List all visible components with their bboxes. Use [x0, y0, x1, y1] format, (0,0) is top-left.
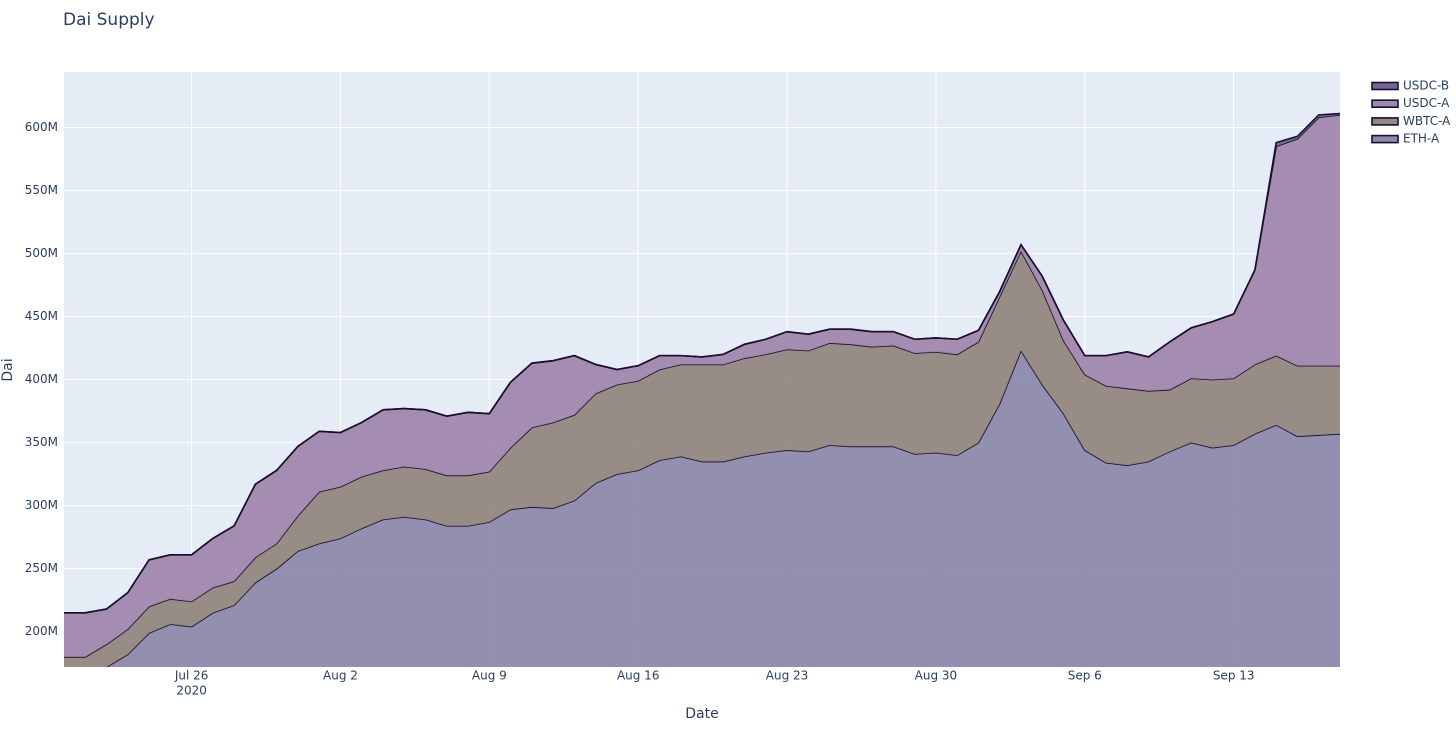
area-fill — [64, 251, 1340, 667]
y-tick-label: 250M — [25, 561, 58, 575]
x-tick-label: Sep 13 — [1213, 669, 1255, 683]
y-tick-label: 350M — [25, 435, 58, 449]
legend-label: USDC-B — [1403, 79, 1449, 93]
area-line — [64, 112, 1340, 614]
legend-label: WBTC-A — [1403, 114, 1451, 128]
labels: 200M 250M 300M 350M 400M 450M 500M 550M 600M Jul … — [25, 79, 1451, 698]
legend-swatch — [1371, 99, 1399, 108]
legend-label: ETH-A — [1403, 132, 1440, 146]
area-fill — [64, 114, 1340, 657]
legend-swatch — [1371, 81, 1399, 91]
y-tick-label: 200M — [25, 624, 58, 638]
x-tick-label: Sep 6 — [1068, 669, 1102, 683]
y-tick-label: 600M — [25, 120, 58, 134]
x-tick-sublabel: 2020 — [176, 684, 207, 698]
areas — [64, 112, 1340, 667]
x-tick-label: Aug 2 — [323, 669, 358, 683]
y-tick-label: 400M — [25, 372, 58, 386]
y-axis-title: Dai — [0, 358, 16, 381]
y-tick-label: 300M — [25, 498, 58, 512]
y-tick-label: 500M — [25, 246, 58, 260]
x-tick-label: Jul 26 — [174, 669, 209, 683]
y-tick-label: 450M — [25, 309, 58, 323]
x-axis-title: Date — [685, 706, 718, 722]
legend-swatch — [1371, 134, 1399, 144]
legend-label: USDC-A — [1403, 96, 1450, 110]
x-tick-label: Aug 30 — [915, 669, 958, 683]
chart-title: Dai Supply — [63, 10, 155, 30]
area-fill — [64, 350, 1340, 667]
x-tick-label: Aug 16 — [617, 669, 660, 683]
x-tick-label: Aug 23 — [766, 669, 809, 683]
legend-swatch — [1371, 117, 1399, 126]
x-tick-label: Aug 9 — [472, 669, 507, 683]
y-tick-label: 550M — [25, 183, 58, 197]
